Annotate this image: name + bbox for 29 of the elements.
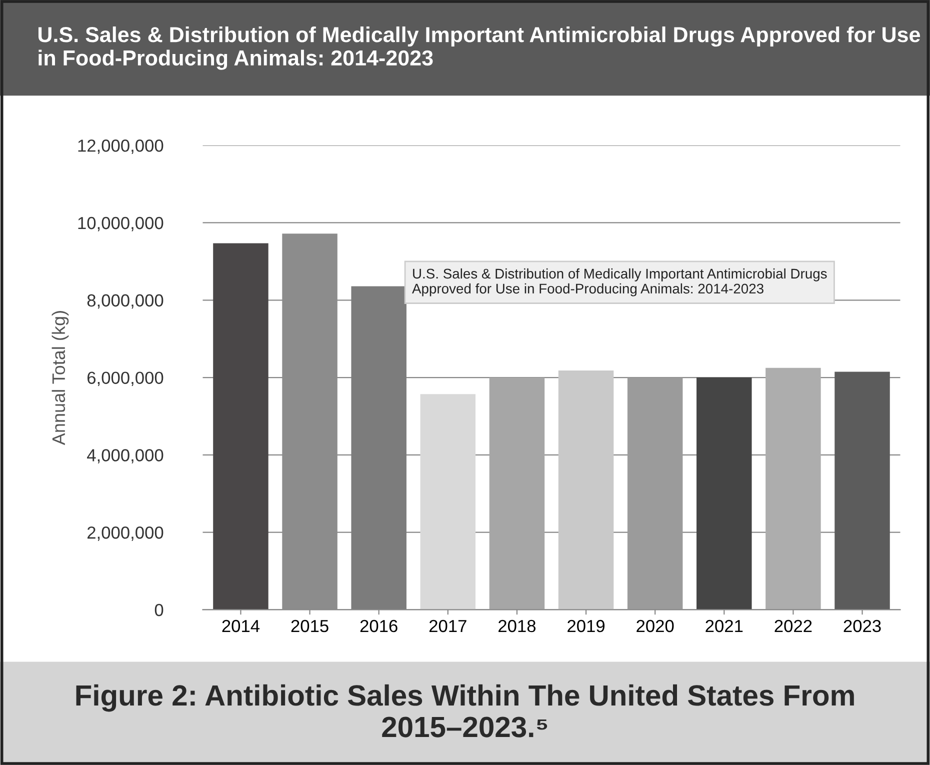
caption: Figure 2: Antibiotic Sales Within The United States From 2015–2023.⁵	[76, 684, 854, 738]
bar	[834, 372, 890, 610]
annotation: U.S. Sales & Distribution of Medically Important Antimicrobial Drugs Approved for Use in Food-Producing Animals: 2014-2023	[412, 268, 827, 296]
x-tick-label: 2015	[291, 620, 328, 632]
bar	[213, 243, 268, 610]
x-tick-label: 2019	[568, 620, 605, 632]
y-tick-label: 2,000,000	[87, 526, 164, 541]
bar	[420, 394, 476, 610]
y-tick-label: 8,000,000	[87, 294, 164, 309]
x-tick-label: 2014	[222, 620, 260, 632]
chart-title: U.S. Sales & Distribution of Medically Important Antimicrobial Drugs Approved for Use in Food-Producing Animals: 2014-2023	[38, 26, 920, 70]
bar	[489, 378, 545, 610]
y-tick-label: 12,000,000	[78, 140, 164, 154]
x-tick-label: 2022	[774, 620, 812, 632]
x-tick-label: 2018	[498, 620, 536, 632]
bar	[558, 370, 614, 610]
x-tick-label: 2017	[429, 620, 466, 632]
bar	[627, 378, 683, 610]
bar	[696, 378, 752, 610]
x-tick-label: 2020	[636, 620, 674, 632]
x-tick-label: 2023	[844, 620, 881, 632]
y-tick-label: 0	[154, 604, 164, 616]
y-axis-title: Annual Total (kg)	[52, 311, 69, 446]
bar	[766, 368, 821, 610]
y-tick-label: 4,000,000	[87, 449, 164, 464]
x-tick-label: 2016	[360, 620, 398, 632]
y-tick-label: 10,000,000	[78, 216, 164, 232]
y-tick-label: 6,000,000	[88, 372, 164, 386]
x-tick-label: 2021	[706, 620, 743, 632]
